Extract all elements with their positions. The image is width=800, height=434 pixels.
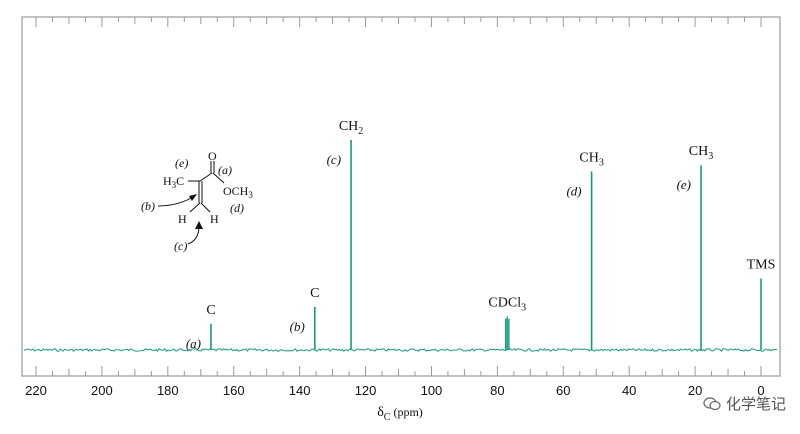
spectrum-baseline (23, 347, 778, 353)
peak-letter-label: (b) (290, 319, 305, 334)
peak-label-layer: C (a) C (b) CH2 (c) CDCl3 CH3 (d) CH3 (e) TMS (186, 119, 776, 351)
x-tick-label: 20 (688, 383, 702, 398)
molecule-h-left: H (178, 212, 187, 226)
peak-group-label: CH3 (579, 151, 603, 169)
wechat-icon (703, 396, 721, 410)
molecule-label-d: (d) (230, 201, 244, 215)
watermark: 化学笔记 (703, 393, 786, 414)
spectrum-peak (313, 306, 316, 350)
peak-letter-label: (e) (677, 177, 691, 192)
plot-frame (21, 16, 781, 377)
arrow-b (157, 195, 196, 207)
x-tick-label: 200 (91, 383, 113, 398)
x-axis-subscript: C (384, 412, 391, 423)
molecule-carbonyl-o: O (208, 149, 217, 163)
x-tick-label: 0 (757, 383, 764, 398)
peak-letter-label: (c) (327, 152, 341, 167)
peak-group-label: C (310, 286, 319, 301)
x-tick-label: 80 (490, 383, 504, 398)
watermark-text: 化学笔记 (725, 395, 786, 413)
peak-group-label: CH2 (339, 119, 363, 137)
molecule-label-a: (a) (218, 163, 232, 177)
spectrum-peak (350, 140, 352, 350)
molecule-label-b: (b) (141, 199, 155, 213)
spectrum-peak (760, 278, 762, 350)
x-tick-label: 160 (223, 383, 245, 398)
spectrum-peak (700, 165, 702, 350)
x-axis-unit: (ppm) (393, 405, 422, 419)
peak-letter-label: (d) (566, 184, 581, 199)
peak-group-label: CH3 (689, 144, 713, 162)
spectrum-peak (590, 171, 593, 350)
x-tick-label: 60 (556, 383, 570, 398)
x-axis-delta: δ (377, 405, 384, 420)
molecule-methyl: H3C (163, 174, 184, 190)
x-tick-label: 40 (622, 383, 636, 398)
x-tick-label: 140 (289, 383, 311, 398)
peak-group-label: CDCl3 (488, 295, 526, 313)
molecule-structure: (e) H3C O (a) OCH3 (d) H H (b) (c) (141, 149, 253, 253)
x-axis-title: δC (ppm) (377, 405, 423, 423)
bond-h-left (189, 202, 201, 213)
tick-layer: 220 200 180 160 140 120 100 80 60 40 20 0 (25, 17, 765, 398)
bond-h-right (200, 202, 211, 213)
arrow-b-head (189, 194, 197, 201)
peak-layer (210, 140, 762, 350)
molecule-label-e: (e) (175, 156, 188, 170)
x-tick-label: 100 (421, 383, 443, 398)
peak-group-label: C (206, 303, 215, 318)
peak-letter-label: (a) (186, 336, 201, 351)
x-tick-label: 220 (25, 383, 47, 398)
molecule-h-right: H (210, 212, 219, 226)
spectrum-peak (210, 323, 212, 350)
arrow-c-head (195, 221, 203, 229)
x-tick-label: 120 (355, 383, 377, 398)
peak-group-label: TMS (747, 258, 776, 273)
molecule-ester: OCH3 (223, 184, 253, 200)
molecule-label-c: (c) (174, 239, 187, 253)
x-tick-label: 180 (157, 383, 179, 398)
bond-ester (212, 172, 225, 184)
bond-to-carbonyl (199, 172, 213, 182)
